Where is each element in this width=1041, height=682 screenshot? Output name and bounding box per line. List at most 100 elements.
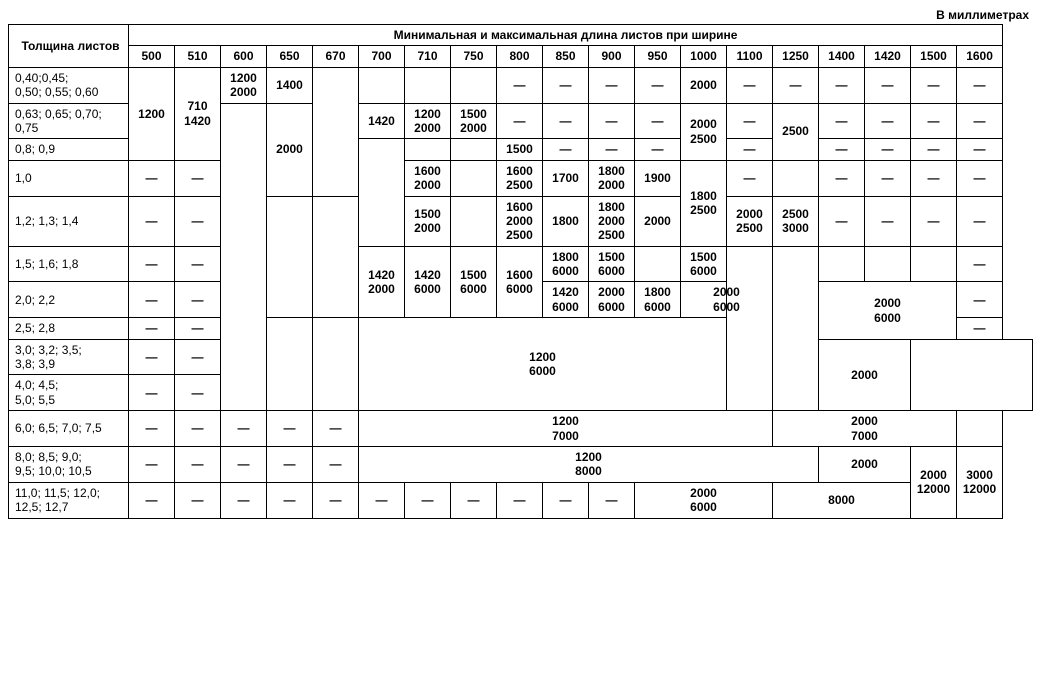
cell-empty <box>451 67 497 103</box>
row-label: 3,0; 3,2; 3,5;3,8; 3,9 <box>9 339 129 375</box>
cell-dash: — <box>497 67 543 103</box>
row-label: 0,40;0,45;0,50; 0,55; 0,60 <box>9 67 129 103</box>
cell-dash: — <box>865 196 911 246</box>
cell: 7101420 <box>175 67 221 160</box>
cell-dash: — <box>543 482 589 518</box>
cell-dash: — <box>129 411 175 447</box>
col-750: 750 <box>451 46 497 67</box>
cell: 15006000 <box>681 246 727 282</box>
col-1500: 1500 <box>911 46 957 67</box>
col-850: 850 <box>543 46 589 67</box>
cell-dash: — <box>313 446 359 482</box>
row-label: 4,0; 4,5;5,0; 5,5 <box>9 375 129 411</box>
cell-empty <box>451 160 497 196</box>
cell-dash: — <box>175 411 221 447</box>
col-670: 670 <box>313 46 359 67</box>
cell: 15006000 <box>589 246 635 282</box>
cell-dash: — <box>865 67 911 103</box>
cell-dash: — <box>727 160 773 196</box>
cell: 20006000 <box>635 482 773 518</box>
col-650: 650 <box>267 46 313 67</box>
col-700: 700 <box>359 46 405 67</box>
cell-dash: — <box>957 160 1003 196</box>
cell-dash: — <box>451 482 497 518</box>
cell-dash: — <box>819 67 865 103</box>
cell: 14206000 <box>405 246 451 318</box>
cell-dash: — <box>865 139 911 160</box>
cell: 300012000 <box>957 446 1003 518</box>
cell-dash: — <box>129 339 175 375</box>
col-710: 710 <box>405 46 451 67</box>
cell-dash: — <box>727 139 773 160</box>
cell-dash: — <box>175 375 221 411</box>
cell: 2500 <box>773 103 819 160</box>
col-800: 800 <box>497 46 543 67</box>
cell-empty <box>865 246 911 282</box>
row-label: 1,5; 1,6; 1,8 <box>9 246 129 282</box>
row-header-title: Толщина листов <box>9 25 129 68</box>
cell-empty <box>267 318 313 411</box>
cell: 18006000 <box>543 246 589 282</box>
cell-dash: — <box>129 446 175 482</box>
cell-empty: 12006000 <box>359 318 727 411</box>
cell-dash: — <box>635 67 681 103</box>
cell-dash: — <box>175 318 221 339</box>
cell: 14206000 <box>543 282 589 318</box>
unit-label: В миллиметрах <box>8 8 1033 22</box>
row-label: 2,0; 2,2 <box>9 282 129 318</box>
cell: 160020002500 <box>497 196 543 246</box>
cell-dash: — <box>129 318 175 339</box>
table-row: 0,40;0,45;0,50; 0,55; 0,60 1200 7101420 … <box>9 67 1033 103</box>
cell-empty <box>911 339 1033 411</box>
cell-dash: — <box>313 411 359 447</box>
cell-dash: — <box>267 446 313 482</box>
cell: 2000 <box>267 103 313 196</box>
spanning-header: Минимальная и максимальная длина листов … <box>129 25 1003 46</box>
cell-dash: — <box>589 139 635 160</box>
cell: 18006000 <box>635 282 681 318</box>
cell-dash: — <box>175 482 221 518</box>
cell-dash: — <box>359 482 405 518</box>
cell: 1400 <box>267 67 313 103</box>
col-950: 950 <box>635 46 681 67</box>
row-label: 0,8; 0,9 <box>9 139 129 160</box>
cell-dash: — <box>911 160 957 196</box>
cell-dash: — <box>175 446 221 482</box>
cell-dash: — <box>635 139 681 160</box>
col-1000: 1000 <box>681 46 727 67</box>
cell-dash: — <box>129 482 175 518</box>
cell-dash: — <box>819 139 865 160</box>
cell-dash: — <box>819 103 865 139</box>
col-600: 600 <box>221 46 267 67</box>
cell-dash: — <box>911 103 957 139</box>
cell: 25003000 <box>773 196 819 246</box>
cell-empty <box>911 246 957 282</box>
cell: 1200 <box>129 67 175 160</box>
cell-dash: — <box>957 103 1003 139</box>
cell-dash: — <box>221 482 267 518</box>
row-label: 8,0; 8,5; 9,0;9,5; 10,0; 10,5 <box>9 446 129 482</box>
cell-dash: — <box>129 196 175 246</box>
cell: 12007000 <box>359 411 773 447</box>
cell-dash: — <box>175 246 221 282</box>
cell: 2000 <box>635 196 681 246</box>
table-row: 6,0; 6,5; 7,0; 7,5 — — — — — 12007000 20… <box>9 411 1033 447</box>
cell-empty <box>451 196 497 246</box>
cell-dash: — <box>129 246 175 282</box>
cell-dash: — <box>957 282 1003 318</box>
cell-empty <box>773 160 819 196</box>
cell-dash: — <box>589 482 635 518</box>
cell: 1700 <box>543 160 589 196</box>
cell: 2000 <box>681 67 727 103</box>
cell-dash: — <box>865 103 911 139</box>
cell-dash: — <box>819 160 865 196</box>
cell-empty <box>957 411 1003 447</box>
cell-dash: — <box>911 67 957 103</box>
cell: 1800 <box>543 196 589 246</box>
cell: 2000 <box>819 339 911 411</box>
cell: 1900 <box>635 160 681 196</box>
cell-empty <box>405 67 451 103</box>
cell-empty <box>451 139 497 160</box>
sheet-dimensions-table: Толщина листов Минимальная и максимальна… <box>8 24 1033 519</box>
cell: 20006000 <box>681 282 773 318</box>
